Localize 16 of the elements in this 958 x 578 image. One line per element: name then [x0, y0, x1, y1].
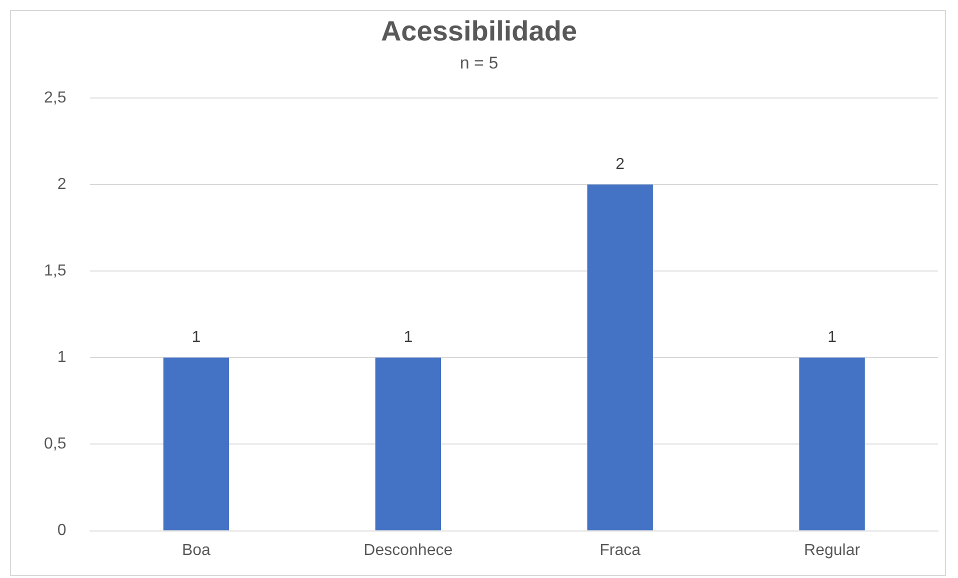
data-label: 1 — [404, 329, 413, 346]
x-tick-label: Regular — [804, 542, 861, 559]
chart-subtitle: n = 5 — [460, 53, 498, 72]
data-label: 1 — [192, 329, 201, 346]
data-label: 2 — [616, 156, 625, 173]
x-tick-label: Fraca — [600, 542, 641, 559]
x-tick-label: Boa — [182, 542, 211, 559]
y-tick-label: 2 — [57, 176, 66, 193]
y-tick-label: 1,5 — [44, 262, 66, 280]
chart-title: Acessibilidade — [380, 16, 578, 47]
x-tick-label: Desconhece — [364, 542, 453, 559]
data-label: 1 — [828, 329, 837, 346]
y-tick-label: 0,5 — [44, 436, 66, 453]
y-tick-label: 2,5 — [44, 89, 66, 106]
y-tick-label: 1 — [57, 349, 66, 366]
y-tick-label: 0 — [57, 522, 66, 540]
